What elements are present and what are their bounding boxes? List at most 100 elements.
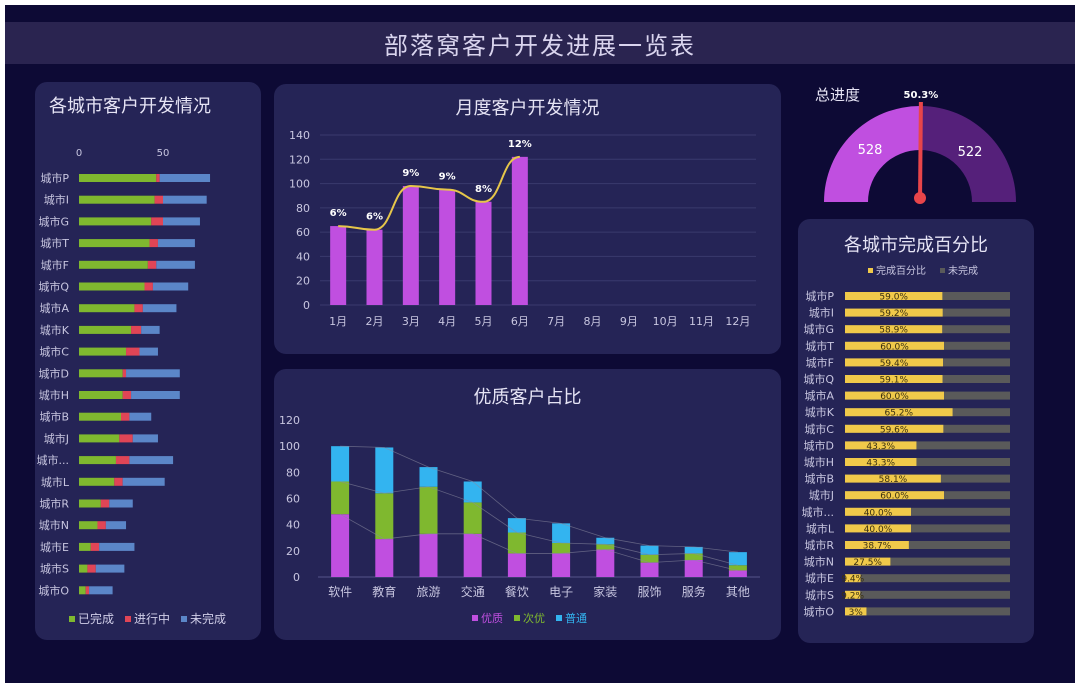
legend-label: 进行中 bbox=[134, 611, 170, 626]
category-label: 城市R bbox=[804, 538, 834, 552]
bar-done bbox=[79, 369, 123, 378]
data-label: 58.9% bbox=[879, 326, 908, 336]
bar-complete bbox=[845, 557, 891, 566]
data-label: 8% bbox=[475, 184, 492, 195]
gauge-done-value: 528 bbox=[858, 143, 883, 158]
bar-complete bbox=[845, 424, 944, 433]
bar-progress bbox=[87, 564, 96, 573]
city-pct-panel: 各城市完成百分比 完成百分比 未完成 城市P 59.0% 城市I 59.2% 城市G 58.9… bbox=[798, 219, 1034, 643]
series-line bbox=[340, 445, 738, 553]
legend-swatch bbox=[868, 268, 873, 273]
x-tick-label: 旅游 bbox=[416, 585, 440, 599]
x-tick-label: 交通 bbox=[461, 584, 485, 599]
data-label: 59.4% bbox=[880, 359, 909, 369]
gauge-done-arc bbox=[824, 106, 921, 202]
bar bbox=[439, 189, 456, 305]
bar-progress bbox=[151, 217, 163, 226]
bar-progress bbox=[122, 369, 127, 378]
city-dev-chart: 0 50 城市P 城市I 城市G 城市T 城市F 城市Q 城市A 城市K 城市C 城市D 城市H 城市B 城… bbox=[37, 148, 227, 626]
bar-done bbox=[79, 217, 152, 226]
bar-done bbox=[79, 239, 150, 248]
bar-progress bbox=[147, 260, 157, 269]
progress-gauge: 528 522 50.3% bbox=[824, 90, 1016, 204]
data-label: 60.0% bbox=[880, 392, 909, 402]
bar-complete bbox=[845, 325, 943, 334]
legend-label: 普通 bbox=[565, 611, 587, 625]
bar-0 bbox=[596, 549, 615, 577]
x-tick-label: 5月 bbox=[475, 315, 493, 328]
category-label: 城市F bbox=[806, 355, 834, 369]
bar-complete bbox=[845, 590, 861, 599]
category-label: 城市O bbox=[38, 583, 69, 597]
bar-remaining bbox=[845, 557, 1010, 566]
x-tick-label: 6月 bbox=[511, 315, 529, 328]
legend-label: 未完成 bbox=[948, 264, 978, 277]
y-tick-label: 80 bbox=[296, 202, 310, 215]
x-tick-label: 软件 bbox=[328, 585, 352, 599]
bar-todo bbox=[95, 564, 125, 573]
x-tick-label: 11月 bbox=[689, 315, 714, 328]
category-label: 城市B bbox=[804, 472, 834, 486]
monthly-panel: 月度客户开发情况 0 20 40 60 80 100 120 140 1月 6% 2月 6% 3月 9% 4… bbox=[274, 84, 781, 354]
bar-todo bbox=[163, 217, 200, 226]
bar-1 bbox=[728, 565, 747, 571]
bar-todo bbox=[129, 456, 174, 465]
legend-swatch bbox=[125, 616, 131, 622]
data-label: 65.2% bbox=[884, 409, 913, 419]
bar-2 bbox=[507, 518, 526, 533]
bar-remaining bbox=[845, 590, 1010, 599]
monthly-chart: 0 20 40 60 80 100 120 140 1月 6% 2月 6% 3月 9% 4月 9% 5月 8% 6月… bbox=[289, 129, 756, 328]
bar-todo bbox=[141, 325, 160, 334]
bar-0 bbox=[331, 514, 350, 577]
bar-complete bbox=[845, 391, 944, 400]
x-tick-label: 1月 bbox=[329, 315, 347, 328]
bar-done bbox=[79, 391, 123, 399]
category-label: 城市H bbox=[39, 388, 69, 402]
legend-swatch bbox=[940, 268, 945, 273]
bar-0 bbox=[419, 533, 438, 577]
bar-done bbox=[79, 477, 115, 486]
quality-panel: 优质客户占比 0 20 40 60 80 100 120 软件 教育 旅游 交通 餐饮 电子 家装 服饰 服务… bbox=[274, 369, 781, 640]
bar-1 bbox=[419, 486, 438, 534]
bar-complete bbox=[845, 458, 917, 466]
bar-complete bbox=[845, 292, 943, 300]
bar-1 bbox=[596, 544, 615, 550]
x-tick-label: 服饰 bbox=[637, 585, 661, 599]
category-label: 城市Q bbox=[38, 280, 69, 294]
data-label: 58.1% bbox=[879, 475, 908, 485]
bar-done bbox=[79, 564, 88, 573]
bar-remaining bbox=[845, 607, 1010, 616]
bar-1 bbox=[507, 532, 526, 554]
category-label: 城市H bbox=[804, 455, 834, 469]
data-label: 59.0% bbox=[879, 293, 908, 303]
bar-progress bbox=[119, 434, 133, 443]
bar-done bbox=[79, 456, 116, 465]
category-label: 城市... bbox=[802, 505, 835, 519]
monthly-title: 月度客户开发情况 bbox=[455, 98, 600, 119]
legend-swatch bbox=[69, 616, 75, 622]
bar-1 bbox=[684, 553, 703, 560]
y-tick-label: 100 bbox=[289, 178, 310, 191]
bar-0 bbox=[507, 553, 526, 577]
bar-1 bbox=[552, 542, 571, 554]
bar-progress bbox=[131, 325, 142, 334]
bar-remaining bbox=[845, 541, 1010, 549]
bar-0 bbox=[728, 570, 747, 577]
bar-progress bbox=[144, 282, 153, 291]
category-label: 城市T bbox=[40, 236, 69, 250]
legend-swatch bbox=[556, 615, 562, 621]
bar-progress bbox=[154, 195, 163, 204]
x-tick-label: 0 bbox=[76, 148, 82, 159]
category-label: 城市G bbox=[803, 322, 834, 336]
category-label: 城市L bbox=[806, 521, 835, 535]
x-tick-label: 3月 bbox=[402, 315, 420, 328]
category-label: 城市J bbox=[44, 431, 69, 445]
x-tick-label: 4月 bbox=[438, 315, 456, 328]
bar-todo bbox=[109, 499, 133, 508]
bar-done bbox=[79, 260, 148, 269]
city-dev-title: 各城市客户开发情况 bbox=[49, 96, 211, 117]
x-tick-label: 9月 bbox=[620, 315, 638, 328]
category-label: 城市D bbox=[804, 438, 834, 452]
